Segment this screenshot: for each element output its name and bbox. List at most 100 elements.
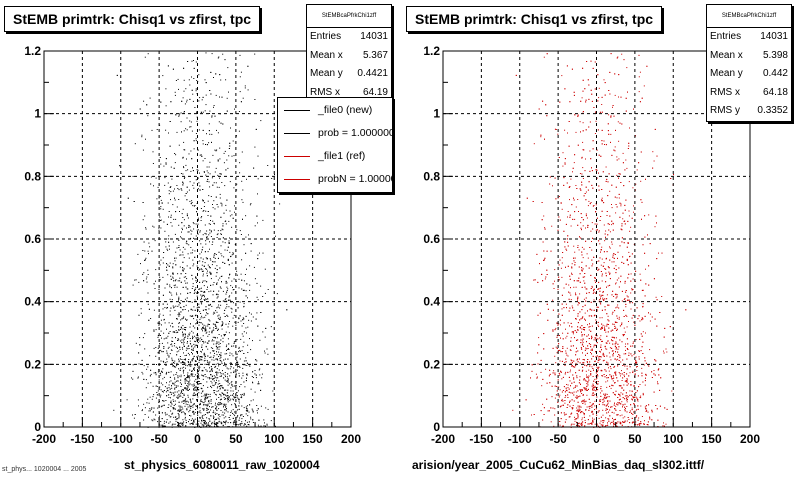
scatter-point: [607, 403, 609, 405]
scatter-point: [195, 280, 197, 282]
scatter-point: [142, 373, 144, 375]
scatter-point: [219, 286, 221, 288]
scatter-point: [159, 386, 161, 388]
scatter-point: [201, 356, 203, 358]
scatter-point: [163, 221, 165, 223]
scatter-point: [207, 323, 209, 325]
scatter-point: [147, 303, 149, 305]
scatter-point: [218, 397, 220, 398]
scatter-point: [216, 265, 218, 267]
scatter-point: [213, 200, 215, 202]
scatter-point: [226, 314, 228, 316]
scatter-point: [208, 234, 210, 236]
scatter-point: [221, 422, 223, 424]
scatter-point: [192, 100, 194, 102]
scatter-point: [215, 407, 217, 409]
scatter-point: [243, 353, 245, 354]
scatter-point: [216, 409, 218, 411]
scatter-point: [201, 351, 202, 353]
scatter-point: [225, 293, 227, 295]
scatter-point: [199, 356, 201, 357]
scatter-point: [183, 375, 185, 377]
scatter-point: [226, 97, 228, 99]
scatter-point: [597, 306, 599, 308]
scatter-point: [174, 387, 176, 389]
scatter-point: [182, 389, 184, 391]
scatter-point: [171, 362, 173, 364]
scatter-point: [216, 283, 217, 285]
scatter-point: [152, 151, 154, 153]
scatter-point: [177, 418, 179, 420]
scatter-point: [189, 315, 191, 317]
scatter-point: [188, 411, 190, 413]
scatter-point: [166, 389, 168, 391]
scatter-point: [177, 339, 178, 341]
scatter-point: [197, 169, 199, 171]
scatter-point: [237, 366, 238, 368]
scatter-point: [233, 420, 235, 422]
scatter-point: [275, 235, 276, 237]
scatter-point: [221, 403, 223, 405]
scatter-point: [191, 200, 193, 202]
scatter-point: [213, 282, 215, 283]
scatter-point: [610, 133, 612, 135]
scatter-point: [214, 312, 216, 314]
scatter-point: [220, 202, 222, 204]
scatter-point: [618, 140, 620, 142]
scatter-point: [191, 346, 193, 348]
scatter-point: [147, 274, 149, 275]
scatter-point: [183, 403, 185, 404]
scatter-point: [582, 225, 584, 227]
scatter-point: [210, 273, 212, 275]
scatter-point: [166, 263, 167, 264]
scatter-point: [194, 205, 196, 206]
scatter-point: [202, 375, 204, 377]
scatter-point: [230, 372, 232, 374]
scatter-point: [188, 231, 190, 233]
scatter-point: [605, 425, 607, 427]
scatter-point: [225, 298, 227, 300]
scatter-point: [226, 110, 228, 112]
scatter-point: [211, 331, 213, 333]
scatter-point: [256, 312, 258, 314]
scatter-point: [198, 365, 200, 367]
scatter-point: [192, 423, 194, 425]
scatter-point: [155, 355, 157, 357]
scatter-point: [261, 373, 263, 375]
scatter-point: [173, 167, 175, 169]
scatter-point: [183, 341, 185, 343]
scatter-point: [145, 228, 147, 230]
scatter-point: [178, 361, 180, 363]
scatter-point: [236, 396, 238, 398]
scatter-point: [186, 158, 187, 160]
scatter-point: [220, 230, 222, 232]
scatter-point: [192, 222, 194, 224]
scatter-point: [174, 381, 176, 383]
scatter-point: [173, 307, 175, 309]
scatter-point: [183, 359, 185, 360]
scatter-point: [180, 379, 182, 381]
scatter-point: [157, 407, 159, 409]
scatter-point: [178, 326, 180, 328]
scatter-point: [621, 53, 623, 55]
scatter-point: [561, 308, 563, 310]
scatter-point: [153, 283, 155, 285]
scatter-point: [191, 274, 193, 276]
scatter-point: [586, 253, 588, 255]
scatter-point: [233, 421, 235, 423]
scatter-point: [195, 378, 197, 380]
scatter-point: [203, 425, 205, 427]
scatter-point: [256, 215, 258, 217]
scatter-point: [230, 382, 232, 384]
scatter-point: [174, 162, 176, 164]
scatter-point: [187, 61, 189, 62]
scatter-point: [620, 205, 622, 207]
scatter-point: [192, 411, 194, 413]
scatter-point: [249, 338, 250, 340]
scatter-point: [181, 359, 183, 360]
scatter-point: [182, 157, 184, 159]
scatter-point: [184, 405, 186, 407]
scatter-point: [217, 330, 219, 331]
scatter-point: [179, 358, 181, 360]
scatter-point: [270, 420, 272, 422]
